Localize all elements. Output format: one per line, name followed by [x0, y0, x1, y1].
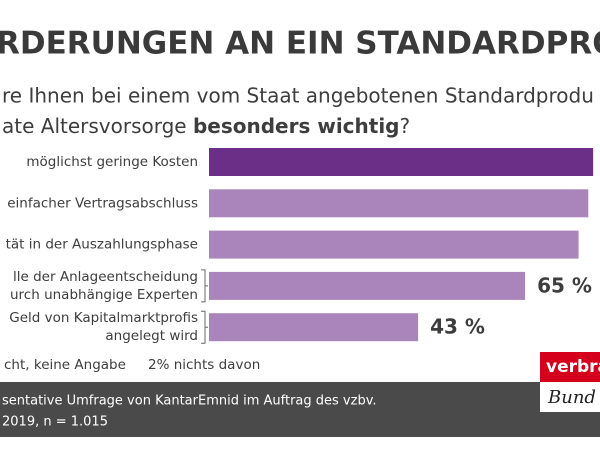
bar	[209, 271, 526, 300]
note: 2% nichts davon	[148, 357, 260, 373]
question-part: ate Altersvorsorge	[2, 114, 193, 138]
logo-box	[540, 382, 600, 412]
category-label: Geld von Kapitalmarktprofis	[9, 310, 198, 326]
category-label: tät in der Auszahlungsphase	[6, 237, 198, 253]
logo-text: verbrau	[546, 357, 600, 377]
bar	[209, 148, 594, 176]
footer-band	[0, 382, 600, 437]
bar	[209, 189, 589, 218]
category-label: urch unabhängige Experten	[10, 287, 198, 303]
label-bracket	[201, 310, 208, 344]
category-label: einfacher Vertragsabschluss	[7, 195, 198, 211]
question: ate Altersvorsorge besonders wichtig?	[2, 114, 410, 138]
category-label: möglichst geringe Kosten	[26, 154, 198, 170]
label-bracket	[201, 269, 208, 303]
category-label: angelegt wird	[105, 328, 198, 344]
logo-text: Bund	[547, 387, 596, 408]
value-label: 43 %	[430, 315, 485, 339]
question: re Ihnen bei einem vom Staat angebotenen…	[2, 84, 594, 108]
bar	[209, 230, 579, 259]
question-bold: besonders wichtig	[193, 114, 400, 138]
logo-box	[540, 352, 600, 382]
question-part: ?	[400, 114, 411, 138]
title: RDERUNGEN AN EIN STANDARDPRODUK	[0, 26, 600, 62]
source: 2019, n = 1.015	[2, 415, 108, 430]
bar	[209, 313, 419, 342]
category-label: lle der Anlageentscheidung	[13, 269, 198, 285]
source: sentative Umfrage von KantarEmnid im Auf…	[2, 394, 377, 409]
value-label: 65 %	[537, 273, 592, 297]
note: cht, keine Angabe	[4, 357, 126, 373]
